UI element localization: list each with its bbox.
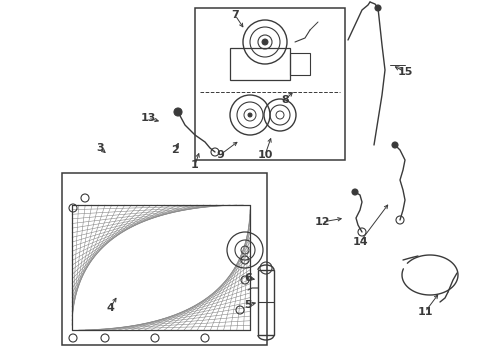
Text: 13: 13 xyxy=(140,113,156,123)
Circle shape xyxy=(392,142,398,148)
Text: 3: 3 xyxy=(96,143,104,153)
Bar xyxy=(258,270,274,335)
Circle shape xyxy=(174,108,182,116)
Text: 4: 4 xyxy=(106,303,114,313)
Bar xyxy=(62,173,267,345)
Bar xyxy=(230,48,290,80)
Text: 6: 6 xyxy=(244,273,252,283)
Text: 1: 1 xyxy=(191,160,199,170)
Text: 11: 11 xyxy=(417,307,433,317)
Circle shape xyxy=(375,5,381,11)
Circle shape xyxy=(352,189,358,195)
Text: 5: 5 xyxy=(244,300,252,310)
Text: 14: 14 xyxy=(352,237,368,247)
Text: 8: 8 xyxy=(281,95,289,105)
Bar xyxy=(290,53,310,75)
Text: 15: 15 xyxy=(397,67,413,77)
Bar xyxy=(195,8,345,160)
Text: 2: 2 xyxy=(171,145,179,155)
Circle shape xyxy=(262,39,268,45)
Circle shape xyxy=(248,113,252,117)
Text: 12: 12 xyxy=(314,217,330,227)
Text: 7: 7 xyxy=(231,10,239,20)
Text: 10: 10 xyxy=(257,150,273,160)
Text: 9: 9 xyxy=(216,150,224,160)
